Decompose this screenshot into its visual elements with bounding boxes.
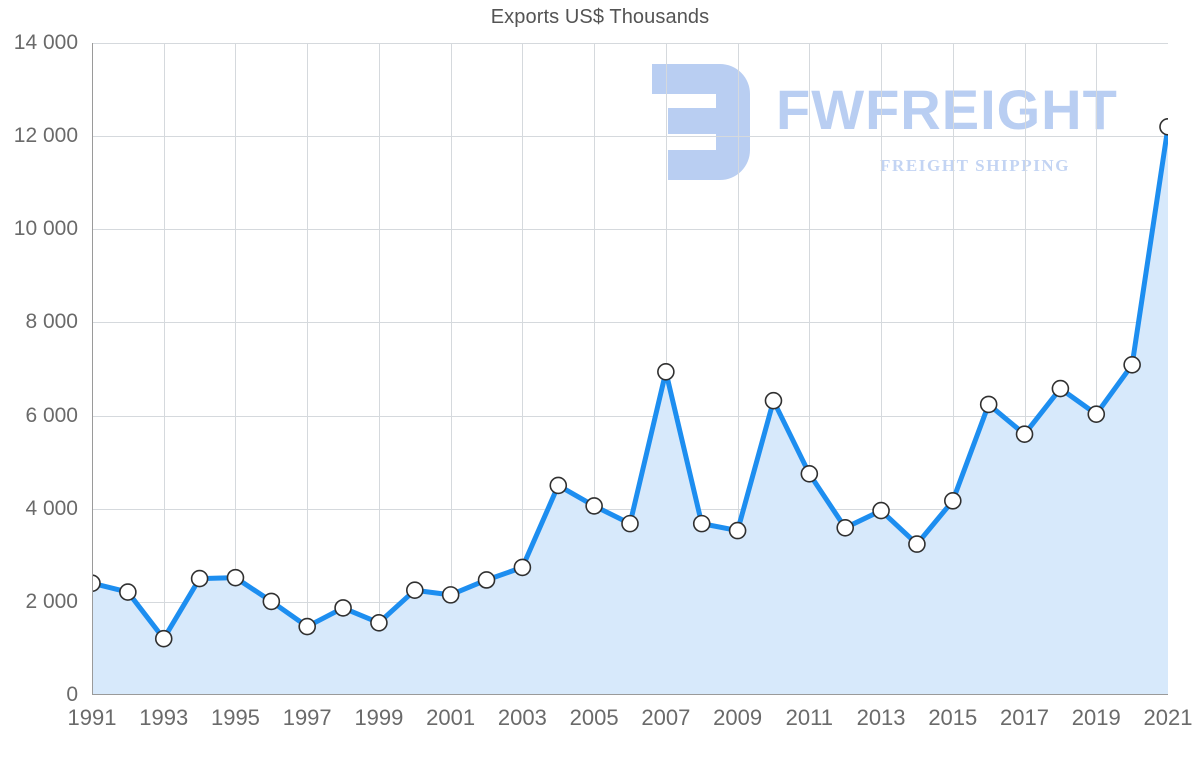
y-axis-tick-label: 2 000 bbox=[25, 589, 78, 613]
y-axis-tick-label: 8 000 bbox=[25, 310, 78, 334]
line-chart-svg bbox=[92, 43, 1168, 695]
x-axis-tick-label: 2007 bbox=[641, 705, 691, 730]
y-axis-tick-label: 12 000 bbox=[13, 124, 78, 148]
plot-area bbox=[92, 43, 1168, 695]
x-axis-tick-label: 1993 bbox=[139, 705, 189, 730]
gridlines bbox=[92, 43, 1168, 603]
x-axis-tick-label: 2009 bbox=[713, 705, 763, 730]
x-axis-tick-label: 1999 bbox=[354, 705, 404, 730]
x-axis-tick-label: 1995 bbox=[210, 705, 260, 730]
x-axis-tick-label: 1991 bbox=[67, 705, 117, 730]
x-axis-tick-label: 1997 bbox=[282, 705, 332, 730]
y-axis-tick-label: 6 000 bbox=[25, 403, 78, 427]
y-axis-tick-label: 14 000 bbox=[13, 31, 78, 54]
x-axis-tick-label: 2011 bbox=[785, 705, 833, 730]
x-axis-tick-label: 2013 bbox=[856, 705, 906, 730]
x-axis-tick-label: 2021 bbox=[1143, 705, 1193, 730]
y-axis-tick-label: 4 000 bbox=[25, 496, 78, 520]
y-axis-tick-label: 0 bbox=[66, 683, 78, 706]
x-axis-tick-label: 2003 bbox=[497, 705, 547, 730]
y-axis-tick-label: 10 000 bbox=[13, 217, 78, 241]
x-axis-tick-label: 2017 bbox=[1000, 705, 1050, 730]
area-fill bbox=[92, 126, 1168, 695]
x-axis-tick-label: 2001 bbox=[426, 705, 476, 730]
page-title: Exports US$ Thousands bbox=[490, 6, 710, 28]
x-axis-tick-label: 2019 bbox=[1071, 705, 1121, 730]
x-axis-tick-label: 2015 bbox=[928, 705, 978, 730]
x-axis-tick-label: 2005 bbox=[569, 705, 619, 730]
data-markers bbox=[92, 118, 1168, 648]
